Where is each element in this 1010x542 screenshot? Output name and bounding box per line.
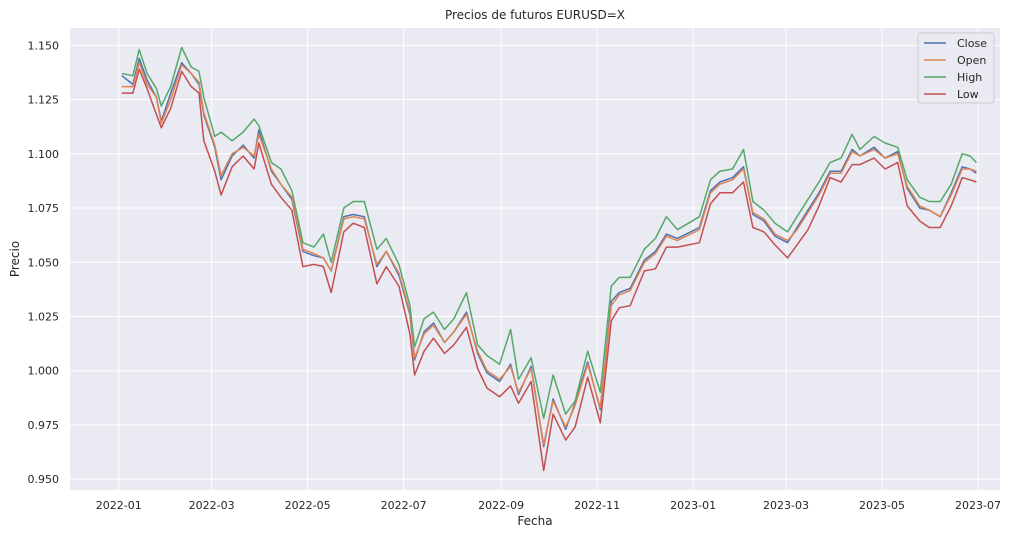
x-axis-ticks: 2022-01 2022-03 2022-05 2022-07 2022-09 2022-… xyxy=(96,499,1001,512)
x-tick-label: 2023-01 xyxy=(670,499,716,512)
legend-label-low: Low xyxy=(957,88,979,101)
legend: Close Open High Low xyxy=(917,32,995,104)
y-tick-label: 0.950 xyxy=(28,473,60,486)
series-line-open xyxy=(121,61,977,446)
legend-box xyxy=(917,32,995,104)
series-line-high xyxy=(121,46,977,420)
plot-area xyxy=(70,28,1000,490)
legend-label-open: Open xyxy=(957,54,986,67)
x-tick-label: 2023-05 xyxy=(859,499,905,512)
legend-label-close: Close xyxy=(957,37,987,50)
x-tick-label: 2022-09 xyxy=(478,499,524,512)
x-tick-label: 2023-07 xyxy=(955,499,1001,512)
y-axis-title: Precio xyxy=(8,241,22,277)
y-tick-label: 1.075 xyxy=(28,202,60,215)
y-tick-label: 1.000 xyxy=(28,365,60,378)
y-axis-ticks: 0.950 0.975 1.000 1.025 1.050 1.075 1.100 1.125… xyxy=(28,39,60,486)
chart-title: Precios de futuros EURUSD=X xyxy=(445,8,625,22)
y-tick-label: 1.100 xyxy=(28,148,60,161)
x-tick-label: 2022-03 xyxy=(189,499,235,512)
x-tick-label: 2022-05 xyxy=(285,499,331,512)
y-tick-label: 1.050 xyxy=(28,256,60,269)
x-axis-title: Fecha xyxy=(517,514,552,528)
legend-label-high: High xyxy=(957,71,982,84)
series-lines xyxy=(121,46,977,472)
x-tick-label: 2022-07 xyxy=(381,499,427,512)
x-tick-label: 2022-01 xyxy=(96,499,142,512)
x-tick-label: 2023-03 xyxy=(763,499,809,512)
y-tick-label: 1.150 xyxy=(28,39,60,52)
y-tick-label: 1.125 xyxy=(28,94,60,107)
y-tick-label: 1.025 xyxy=(28,310,60,323)
grid-lines xyxy=(70,28,1000,490)
y-tick-label: 0.975 xyxy=(28,419,60,432)
series-line-low xyxy=(121,68,977,472)
x-tick-label: 2022-11 xyxy=(574,499,620,512)
